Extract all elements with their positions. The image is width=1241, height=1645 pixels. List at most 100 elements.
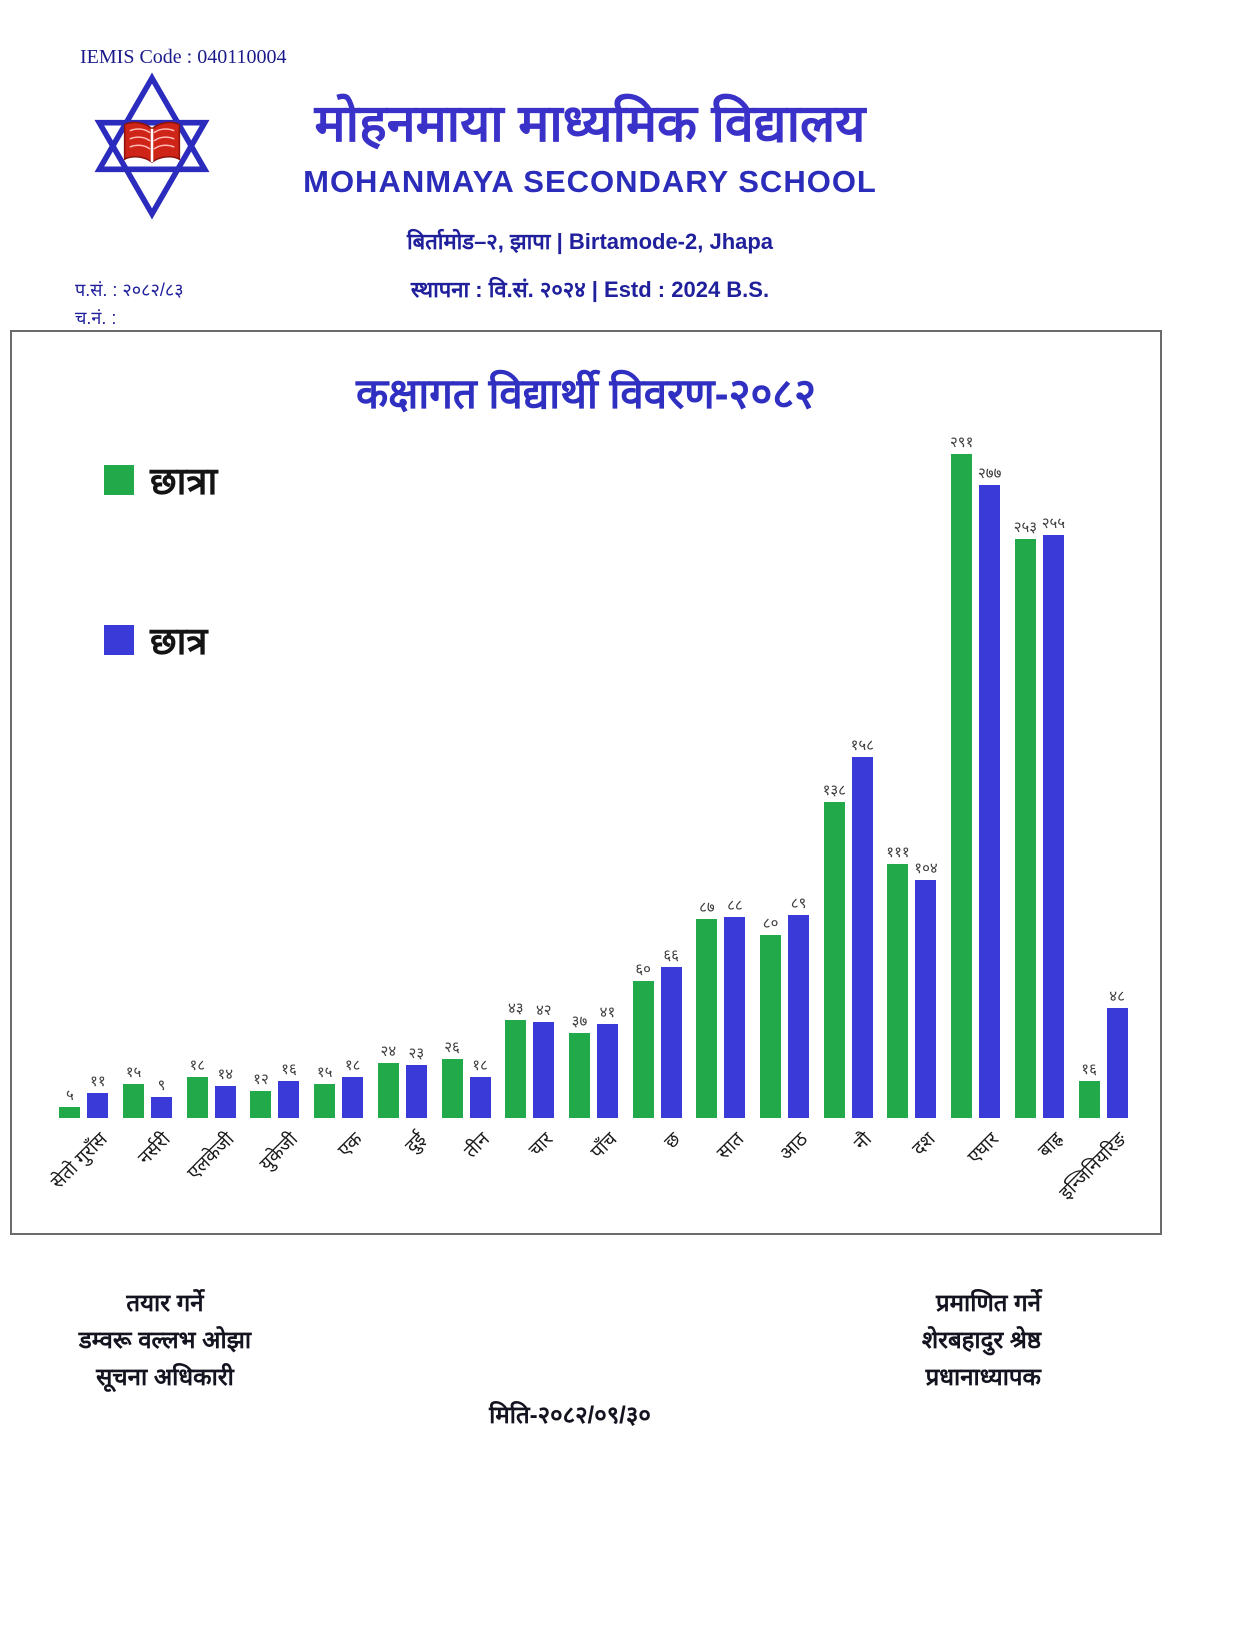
bar-girls [505, 1019, 527, 1118]
document-date: मिति-२०८२/०९/३० [489, 1402, 651, 1429]
category-label: सात [713, 1128, 749, 1164]
bar-girls [186, 1076, 208, 1118]
value-label: १५ [125, 1063, 142, 1081]
value-label: ४२ [535, 1001, 552, 1019]
bar-group: ५ ११ सेतो गुराँस [47, 432, 116, 1193]
bar-girls [314, 1083, 336, 1118]
bar-column: २५३ [1013, 432, 1037, 1118]
value-label: १५ [316, 1063, 333, 1081]
bar-group: २५३ २५५ बाह्र [1008, 432, 1072, 1162]
bar-girls [250, 1090, 272, 1118]
bar-boys [851, 756, 873, 1118]
legend-item-boys: छात्र [104, 614, 207, 666]
value-label: १८ [189, 1056, 206, 1074]
value-label: ६० [635, 960, 651, 978]
bar-girls [377, 1063, 399, 1118]
legend-swatch-blue [104, 625, 134, 655]
established-line: स्थापना : वि.सं. २०२४ | Estd : 2024 B.S. [410, 277, 770, 302]
bar-column: ११ [86, 432, 110, 1118]
value-label: २७७ [977, 464, 1002, 482]
bar-column: ३७ [567, 432, 591, 1118]
bar-girls [1078, 1081, 1100, 1118]
bar-column: १८ [468, 432, 492, 1118]
bar-boys [87, 1092, 109, 1118]
bar-column: ४२ [532, 432, 556, 1118]
value-label: १८ [344, 1056, 361, 1074]
bar-column: १११ [886, 432, 910, 1118]
certified-by-block: प्रमाणित गर्ने शेरबहादुर श्रेष्ठ प्रधाना… [922, 1285, 1041, 1396]
value-label: १४ [217, 1066, 234, 1083]
value-label: ८८ [727, 896, 743, 914]
bar-boys [151, 1097, 173, 1118]
bar-column: १८ [341, 432, 365, 1118]
bar-column: १८ [185, 432, 209, 1118]
category-label: एघार [964, 1128, 1004, 1169]
certified-by-name: शेरबहादुर श्रेष्ठ [921, 1327, 1041, 1354]
value-label: ८७ [699, 899, 715, 917]
bar-group: ८७ ८८ सात [689, 432, 753, 1164]
iemis-code: IEMIS Code : 040110004 [80, 46, 287, 68]
bar-column: ८० [759, 432, 783, 1118]
value-label: ४१ [599, 1004, 616, 1022]
bar-boys [660, 967, 682, 1118]
prepared-by-title: तयार गर्ने [126, 1290, 204, 1317]
bar-boys [596, 1024, 618, 1118]
value-label: ४८ [1109, 988, 1125, 1006]
bar-column: १२ [249, 432, 273, 1118]
category-label: इन्जिनियरिङ [1055, 1128, 1131, 1204]
bar-column: २३ [404, 432, 428, 1118]
bar-column: १०४ [914, 432, 938, 1118]
bar-column: ८७ [695, 432, 719, 1118]
ref-number: प.सं. : २०८२/८३ [75, 280, 184, 300]
chart-title: कक्षागत विद्यार्थी विवरण-२०८२ [356, 370, 816, 417]
bar-column: २५५ [1041, 432, 1065, 1118]
value-label: १०४ [914, 860, 938, 878]
bar-chart-plot: ५ ११ सेतो गुराँस १५ ९ नर्सरी १८ १४ एलकेजी १२ १६ युक… [47, 432, 1135, 1204]
bar-boys [214, 1086, 236, 1118]
school-name-nepali: मोहनमाया माध्यमिक विद्यालय [314, 95, 866, 153]
bar-column: २७७ [978, 432, 1002, 1118]
legend-label-boys: छात्र [150, 621, 208, 663]
bar-group: ४३ ४२ चार [498, 432, 562, 1161]
bar-girls [632, 980, 654, 1118]
bar-girls [568, 1033, 590, 1118]
value-label: १५८ [850, 736, 874, 754]
bar-column: २६ [440, 432, 464, 1118]
bar-girls [823, 802, 845, 1118]
bar-boys [1106, 1008, 1128, 1118]
bar-column: ४३ [504, 432, 528, 1118]
bar-column: १६ [277, 432, 301, 1118]
value-label: १६ [281, 1061, 297, 1079]
value-label: २३ [408, 1045, 425, 1063]
bar-group: २६ १८ तीन [434, 432, 498, 1162]
certified-by-role: प्रधानाध्यापक [925, 1364, 1041, 1391]
school-logo-star-book-icon [94, 72, 210, 220]
school-address: बिर्तामोड–२, झापा | Birtamode-2, Jhapa [406, 229, 774, 254]
bar-group: २९१ २७७ एघार [944, 432, 1008, 1168]
bar-group: १५ ९ नर्सरी [116, 432, 180, 1169]
value-label: ६६ [663, 947, 679, 965]
bar-column: २४ [376, 432, 400, 1118]
legend-item-girls: छात्रा [104, 454, 217, 506]
bar-boys [278, 1081, 300, 1118]
value-label: ८९ [790, 894, 807, 912]
bar-boys [405, 1065, 427, 1118]
value-label: २५३ [1013, 519, 1038, 537]
bar-column: १३८ [822, 432, 846, 1118]
value-label: १११ [886, 844, 910, 862]
category-label: बाह्र [1033, 1128, 1068, 1162]
value-label: १३८ [822, 782, 846, 800]
category-label: आठ [775, 1128, 813, 1166]
school-name-english: MOHANMAYA SECONDARY SCHOOL [303, 164, 877, 199]
bar-group: ३७ ४१ पाँच [562, 432, 626, 1163]
value-label: १८ [472, 1056, 488, 1074]
bar-column: ४१ [595, 432, 619, 1118]
bar-group: २४ २३ दुई [371, 432, 435, 1157]
bar-column: ६० [631, 432, 655, 1118]
value-label: १६ [1081, 1061, 1097, 1079]
category-label: सेतो गुराँस [47, 1128, 112, 1194]
bar-boys [1042, 534, 1064, 1118]
category-label: युकेजी [256, 1128, 303, 1176]
prepared-by-role: सूचना अधिकारी [96, 1364, 234, 1391]
bar-boys [724, 916, 746, 1118]
